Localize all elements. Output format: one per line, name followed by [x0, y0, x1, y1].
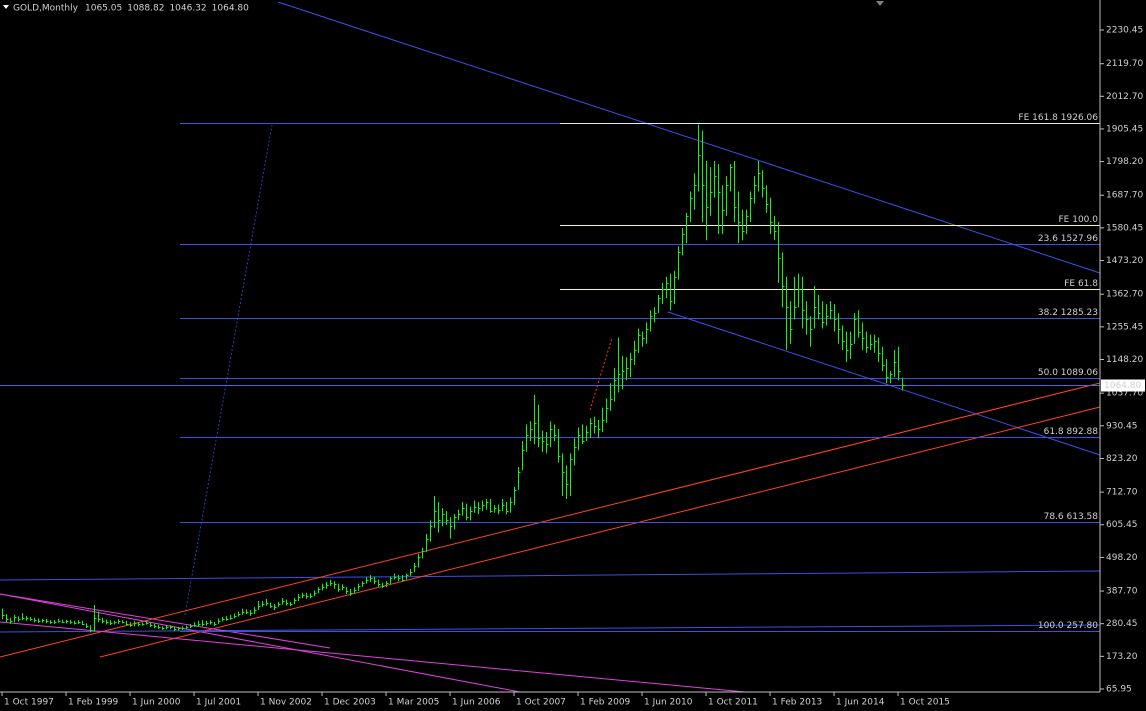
y-tick-label: 498.20 — [1106, 553, 1138, 563]
fe-label: FE 61.8 — [1064, 279, 1098, 289]
trend-line — [0, 593, 331, 649]
y-tick-label: 1362.70 — [1106, 290, 1143, 300]
fib-label: 78.6 613.58 — [1044, 512, 1099, 522]
fib-label: 100.0 257.80 — [1038, 621, 1098, 631]
y-tick-label: 2230.45 — [1106, 26, 1143, 36]
x-tick-label: 1 Feb 2013 — [772, 698, 822, 708]
trend-line — [0, 570, 1101, 581]
header-value: 1088.82 — [127, 4, 164, 14]
trend-line — [99, 406, 1101, 658]
symbol: GOLD,Monthly — [13, 4, 79, 14]
x-tick-label: 1 Jun 2000 — [132, 698, 181, 708]
y-tick-label: 2119.70 — [1106, 59, 1143, 69]
y-tick-label: 173.20 — [1106, 652, 1138, 662]
y-tick-label: 1580.45 — [1106, 223, 1143, 233]
y-tick-label: 1037.70 — [1106, 389, 1143, 399]
fib-label: 50.0 1089.06 — [1038, 368, 1098, 378]
x-tick-label: 1 Feb 1999 — [68, 698, 119, 708]
fib-label: 23.6 1527.96 — [1038, 234, 1098, 244]
dotted-line — [589, 337, 613, 411]
fe-label: FE 100.0 — [1059, 215, 1099, 225]
fib-label: 61.8 892.88 — [1044, 427, 1099, 437]
fe-label: FE 161.8 1926.06 — [1018, 113, 1098, 123]
x-tick-label: 1 Oct 2007 — [516, 698, 566, 708]
x-tick-label: 1 Mar 2005 — [388, 698, 439, 708]
trend-line — [277, 1, 1101, 274]
x-tick-label: 1 Oct 2011 — [708, 698, 758, 708]
x-tick-label: 1 Jun 2006 — [452, 698, 501, 708]
shift-marker — [876, 1, 884, 6]
fib-expansion-line — [184, 124, 273, 616]
y-tick-label: 1255.45 — [1106, 322, 1143, 332]
x-tick-label: 1 Dec 2003 — [324, 698, 376, 708]
header-value: 1064.80 — [212, 4, 249, 14]
fib-label: 38.2 1285.23 — [1038, 308, 1098, 318]
x-tick-label: 1 Jun 2010 — [644, 698, 693, 708]
x-tick-label: 1 Jul 2001 — [196, 698, 241, 708]
header-value: 1046.32 — [169, 4, 206, 14]
x-tick-label: 1 Oct 2015 — [900, 698, 950, 708]
y-tick-label: 823.20 — [1106, 454, 1138, 464]
x-tick-label: 1 Jun 2014 — [836, 698, 885, 708]
x-tick-label: 1 Nov 2002 — [260, 698, 312, 708]
x-tick-label: 1 Feb 2009 — [580, 698, 631, 708]
trend-line — [667, 311, 1101, 456]
y-tick-label: 1905.45 — [1106, 124, 1143, 134]
trend-line — [0, 624, 1101, 633]
price-label-box — [1101, 379, 1145, 392]
y-tick-label: 1798.20 — [1106, 157, 1143, 167]
y-tick-label: 930.45 — [1106, 421, 1138, 431]
axes: 65.95 173.20 280.45 387.70 498.20 605.45 712.7… — [1, 26, 1145, 708]
bars — [2, 124, 905, 633]
levels: 23.6 1527.96 38.2 1285.23 50.0 1089.06 61.8… — [0, 113, 1100, 632]
y-tick-label: 1148.20 — [1106, 355, 1143, 365]
y-tick-label: 1473.20 — [1106, 256, 1143, 266]
menu-arrow — [3, 5, 9, 9]
trend-line — [0, 593, 521, 693]
y-tick-label: 65.95 — [1106, 685, 1132, 695]
y-tick-label: 2012.70 — [1106, 92, 1143, 102]
x-tick-label: 1 Oct 1997 — [4, 698, 54, 708]
price-label: 1064.80 — [1104, 381, 1141, 391]
y-tick-label: 1687.70 — [1106, 191, 1143, 201]
y-tick-label: 605.45 — [1106, 520, 1138, 530]
y-tick-label: 280.45 — [1106, 619, 1138, 629]
trend-line — [0, 382, 1101, 658]
header-values: 1065.05 1088.82 1046.32 1064.80 — [85, 4, 249, 14]
y-tick-label: 387.70 — [1106, 587, 1138, 597]
header-value: 1065.05 — [85, 4, 122, 14]
trend-line — [0, 621, 746, 693]
drawing-objects — [0, 1, 1101, 693]
y-tick-label: 712.70 — [1106, 488, 1138, 498]
